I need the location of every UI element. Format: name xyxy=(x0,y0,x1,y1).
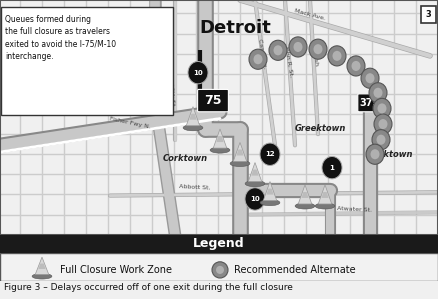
Text: Brush: Brush xyxy=(310,49,318,68)
Circle shape xyxy=(212,262,228,278)
Circle shape xyxy=(322,156,342,179)
Polygon shape xyxy=(318,185,332,204)
Circle shape xyxy=(245,188,265,210)
Text: Detroit: Detroit xyxy=(199,19,271,37)
Ellipse shape xyxy=(295,203,315,209)
Circle shape xyxy=(260,143,280,165)
Circle shape xyxy=(188,62,208,84)
Polygon shape xyxy=(266,189,274,195)
FancyBboxPatch shape xyxy=(420,6,435,23)
Circle shape xyxy=(373,98,391,118)
Circle shape xyxy=(378,103,386,113)
Circle shape xyxy=(372,130,390,150)
Polygon shape xyxy=(39,263,46,269)
Ellipse shape xyxy=(260,200,280,206)
Circle shape xyxy=(328,46,346,66)
Text: 1: 1 xyxy=(329,165,335,171)
Polygon shape xyxy=(263,181,277,201)
Circle shape xyxy=(289,37,307,57)
Circle shape xyxy=(269,40,287,60)
Circle shape xyxy=(361,68,379,88)
Circle shape xyxy=(377,135,385,145)
Polygon shape xyxy=(298,185,312,204)
Ellipse shape xyxy=(183,125,203,131)
Ellipse shape xyxy=(315,203,335,209)
Polygon shape xyxy=(233,142,247,161)
Text: Fisher Fwy N.: Fisher Fwy N. xyxy=(109,116,151,130)
Circle shape xyxy=(366,144,384,164)
Text: Legend: Legend xyxy=(193,237,245,250)
Text: 10: 10 xyxy=(193,70,203,76)
Circle shape xyxy=(374,88,382,98)
Text: Recommended Alternate: Recommended Alternate xyxy=(234,265,356,275)
Polygon shape xyxy=(0,235,438,253)
Text: Abbott St.: Abbott St. xyxy=(179,184,211,191)
Text: Queues formed during
the full closure as travelers
exited to avoid the I-75/M-10: Queues formed during the full closure as… xyxy=(5,15,116,61)
Polygon shape xyxy=(237,150,244,155)
Text: Greektown: Greektown xyxy=(294,124,346,133)
Circle shape xyxy=(309,39,327,59)
Circle shape xyxy=(216,266,224,274)
Text: Corktown: Corktown xyxy=(162,154,208,163)
Polygon shape xyxy=(216,136,224,142)
Text: John R. St.: John R. St. xyxy=(284,45,294,78)
Polygon shape xyxy=(321,192,328,198)
FancyBboxPatch shape xyxy=(1,7,173,115)
Circle shape xyxy=(332,51,342,61)
Circle shape xyxy=(293,42,303,52)
Circle shape xyxy=(249,49,267,69)
Polygon shape xyxy=(248,163,262,181)
Text: Figure 3 – Delays occurred off of one exit during the full closure: Figure 3 – Delays occurred off of one ex… xyxy=(4,283,293,292)
Text: Bricktown: Bricktown xyxy=(366,150,414,159)
Circle shape xyxy=(254,54,262,64)
Text: 75: 75 xyxy=(204,94,222,107)
Text: Full Closure Work Zone: Full Closure Work Zone xyxy=(60,265,172,275)
Polygon shape xyxy=(189,114,197,120)
Polygon shape xyxy=(301,192,309,198)
Text: 12: 12 xyxy=(265,151,275,157)
Circle shape xyxy=(347,56,365,76)
Circle shape xyxy=(374,114,392,134)
Text: 3: 3 xyxy=(425,10,431,19)
Polygon shape xyxy=(213,129,227,148)
Text: Atwater St.: Atwater St. xyxy=(337,206,373,212)
Ellipse shape xyxy=(245,181,265,187)
Ellipse shape xyxy=(32,274,52,279)
Text: 12th St.: 12th St. xyxy=(169,83,176,108)
Ellipse shape xyxy=(230,161,250,167)
Text: 10: 10 xyxy=(250,196,260,202)
Polygon shape xyxy=(251,170,258,176)
Text: Mack Ave.: Mack Ave. xyxy=(294,8,326,21)
Circle shape xyxy=(378,119,388,129)
Polygon shape xyxy=(35,257,49,274)
Circle shape xyxy=(314,44,322,54)
Text: Lodge Fwy: Lodge Fwy xyxy=(138,30,148,64)
Text: Cass Ave.: Cass Ave. xyxy=(257,38,267,69)
Text: 375: 375 xyxy=(360,98,380,108)
Polygon shape xyxy=(186,107,200,126)
Circle shape xyxy=(273,45,283,55)
FancyBboxPatch shape xyxy=(358,94,382,112)
Circle shape xyxy=(371,149,379,159)
Circle shape xyxy=(369,83,387,103)
Circle shape xyxy=(352,61,360,71)
Ellipse shape xyxy=(210,147,230,153)
FancyBboxPatch shape xyxy=(198,89,228,112)
Circle shape xyxy=(365,73,374,83)
